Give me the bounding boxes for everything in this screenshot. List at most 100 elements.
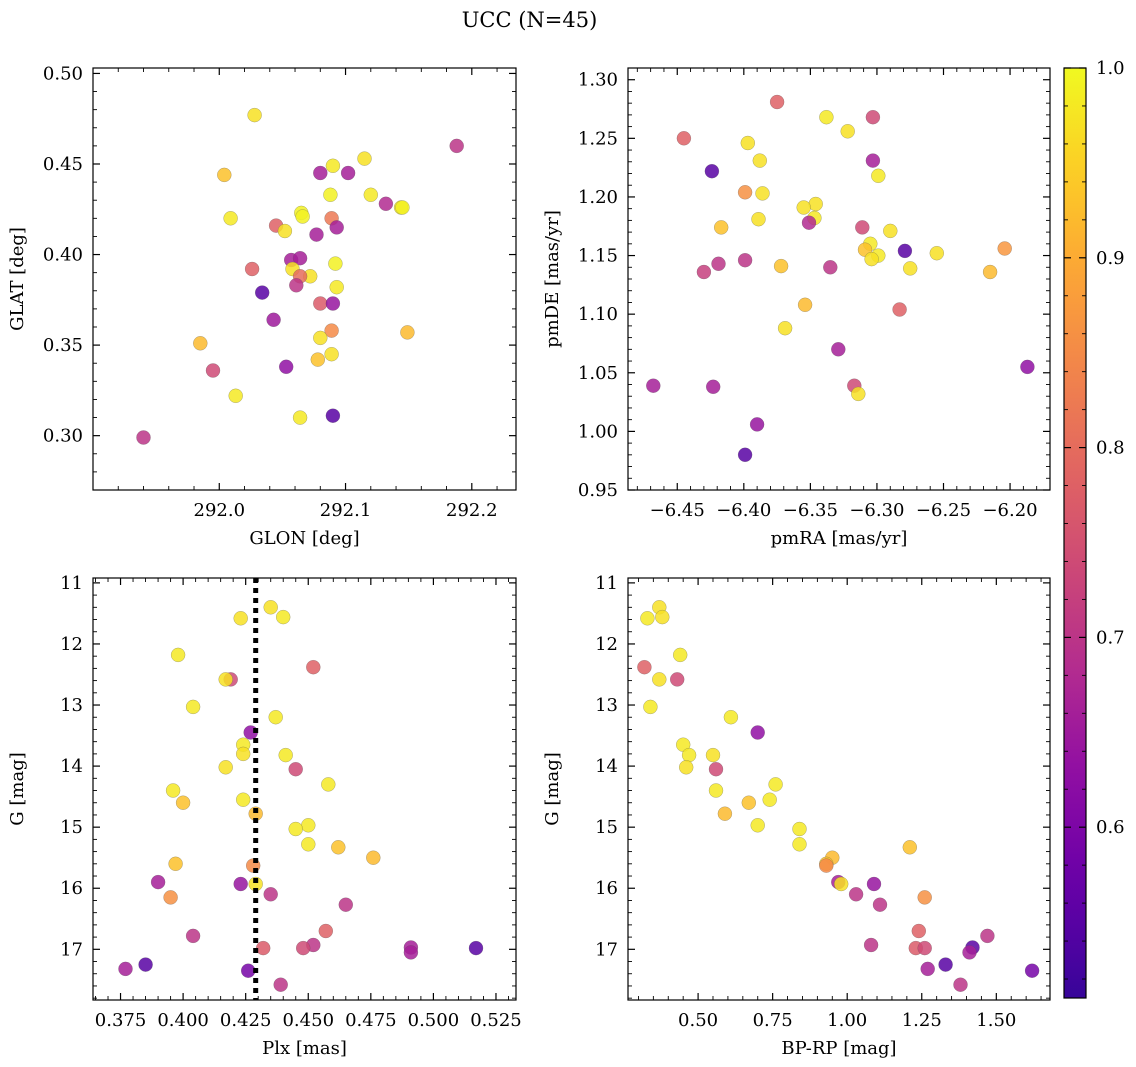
scatter-point [929, 245, 944, 261]
scatter-point [233, 611, 248, 626]
scatter-point [340, 165, 356, 181]
x-tick-label: 0.425 [220, 1010, 272, 1031]
scatter-point [400, 325, 415, 340]
scatter-point [449, 138, 464, 154]
scatter-point [797, 297, 813, 312]
scatter-point [309, 227, 324, 242]
x-axis-label: Plx [mas] [262, 1038, 347, 1059]
scatter-point [273, 977, 288, 992]
scatter-point [796, 200, 811, 215]
y-tick-label: 0.40 [43, 245, 83, 266]
scatter-point [288, 821, 303, 837]
scatter-point [268, 710, 283, 725]
scatter-point [717, 806, 733, 821]
scatter-point [792, 821, 807, 837]
plot-frame [92, 577, 517, 1001]
y-tick-label: 1.25 [578, 128, 618, 149]
scatter-point [185, 928, 201, 944]
scatter-point [980, 928, 995, 944]
colorbar-tick-label: 0.6 [1096, 817, 1125, 838]
scatter-point [704, 163, 720, 179]
scatter-point [313, 165, 328, 181]
y-tick-label: 12 [60, 634, 83, 655]
scatter-point [235, 746, 251, 762]
scatter-point [175, 795, 191, 810]
scatter-point [808, 196, 823, 212]
x-tick-label: 292.1 [320, 500, 372, 521]
scatter-point [1020, 359, 1035, 375]
scatter-point [338, 897, 353, 912]
panel-glon-glat: 292.0 292.1 292.2 0.30 0.35 0.40 0.45 0.50 GLON … [7, 63, 517, 549]
scatter-points [646, 94, 1035, 462]
scatter-point [170, 647, 186, 663]
y-tick-label: 12 [595, 634, 618, 655]
colorbar-gradient [1063, 67, 1087, 999]
scatter-point [279, 359, 294, 374]
scatter-point [848, 887, 864, 902]
scatter-point [711, 256, 726, 271]
scatter-point [324, 323, 339, 338]
scatter-point [321, 777, 336, 792]
scatter-point [223, 211, 238, 226]
scatter-point [920, 961, 935, 977]
x-tick-label: 1.50 [976, 1010, 1016, 1031]
x-tick-label: −6.40 [716, 500, 771, 521]
scatter-point [917, 940, 932, 956]
y-axis-label: G [mag] [7, 752, 28, 825]
scatter-point [193, 336, 208, 351]
scatter-point [768, 777, 783, 792]
colorbar-tick-label: 0.9 [1096, 248, 1125, 269]
plot-frame [627, 67, 1051, 491]
scatter-point [263, 887, 278, 902]
scatter-point [318, 923, 333, 939]
scatter-point [643, 699, 658, 715]
y-tick-label: 13 [595, 695, 618, 716]
scatter-point [165, 783, 181, 798]
scatter-point [325, 408, 341, 423]
scatter-point [266, 312, 281, 327]
x-tick-label: 0.500 [408, 1010, 460, 1031]
x-tick-label: 292.2 [446, 500, 498, 521]
scatter-point [292, 251, 308, 266]
scatter-point [235, 792, 251, 807]
scatter-point [752, 153, 767, 168]
scatter-point [871, 168, 886, 184]
colorbar-tick-label: 1.0 [1096, 58, 1125, 79]
y-tick-label: 11 [595, 573, 618, 594]
figure-title: UCC (N=45) [461, 8, 598, 32]
scatter-point [708, 783, 724, 798]
x-axis-label: pmRA [mas/yr] [771, 528, 908, 549]
scatter-point [288, 762, 303, 777]
scatter-point [714, 220, 729, 235]
scatter-point [911, 923, 926, 939]
scatter-point [325, 158, 341, 174]
scatter-point [892, 302, 907, 317]
scatter-point [741, 795, 756, 810]
scatter-point [277, 223, 293, 239]
scatter-points [118, 600, 484, 992]
scatter-point [205, 363, 221, 378]
scatter-point [363, 187, 378, 203]
y-tick-label: 16 [60, 878, 83, 899]
panel-plx-g: 0.375 0.400 0.425 0.450 0.475 0.500 0.525 11 12 1… [7, 573, 522, 1059]
scatter-point [773, 258, 789, 274]
scatter-point [329, 220, 344, 235]
scatter-point [792, 837, 807, 852]
y-tick-label: 1.20 [578, 187, 618, 208]
x-tick-label: 0.400 [157, 1010, 209, 1031]
scatter-point [902, 840, 917, 855]
scatter-point [750, 818, 765, 833]
scatter-point [323, 187, 338, 203]
scatter-point [823, 260, 838, 275]
scatter-point [646, 378, 661, 393]
x-tick-label: 0.50 [678, 1010, 718, 1031]
y-tick-label: 0.30 [43, 426, 83, 447]
x-tick-label: −6.25 [916, 500, 971, 521]
scatter-point [801, 215, 817, 230]
scatter-point [301, 818, 316, 833]
y-tick-label: 0.95 [578, 480, 618, 501]
scatter-point [378, 196, 394, 212]
scatter-point [295, 209, 310, 224]
scatter-point [218, 672, 233, 687]
scatter-point [655, 609, 670, 625]
